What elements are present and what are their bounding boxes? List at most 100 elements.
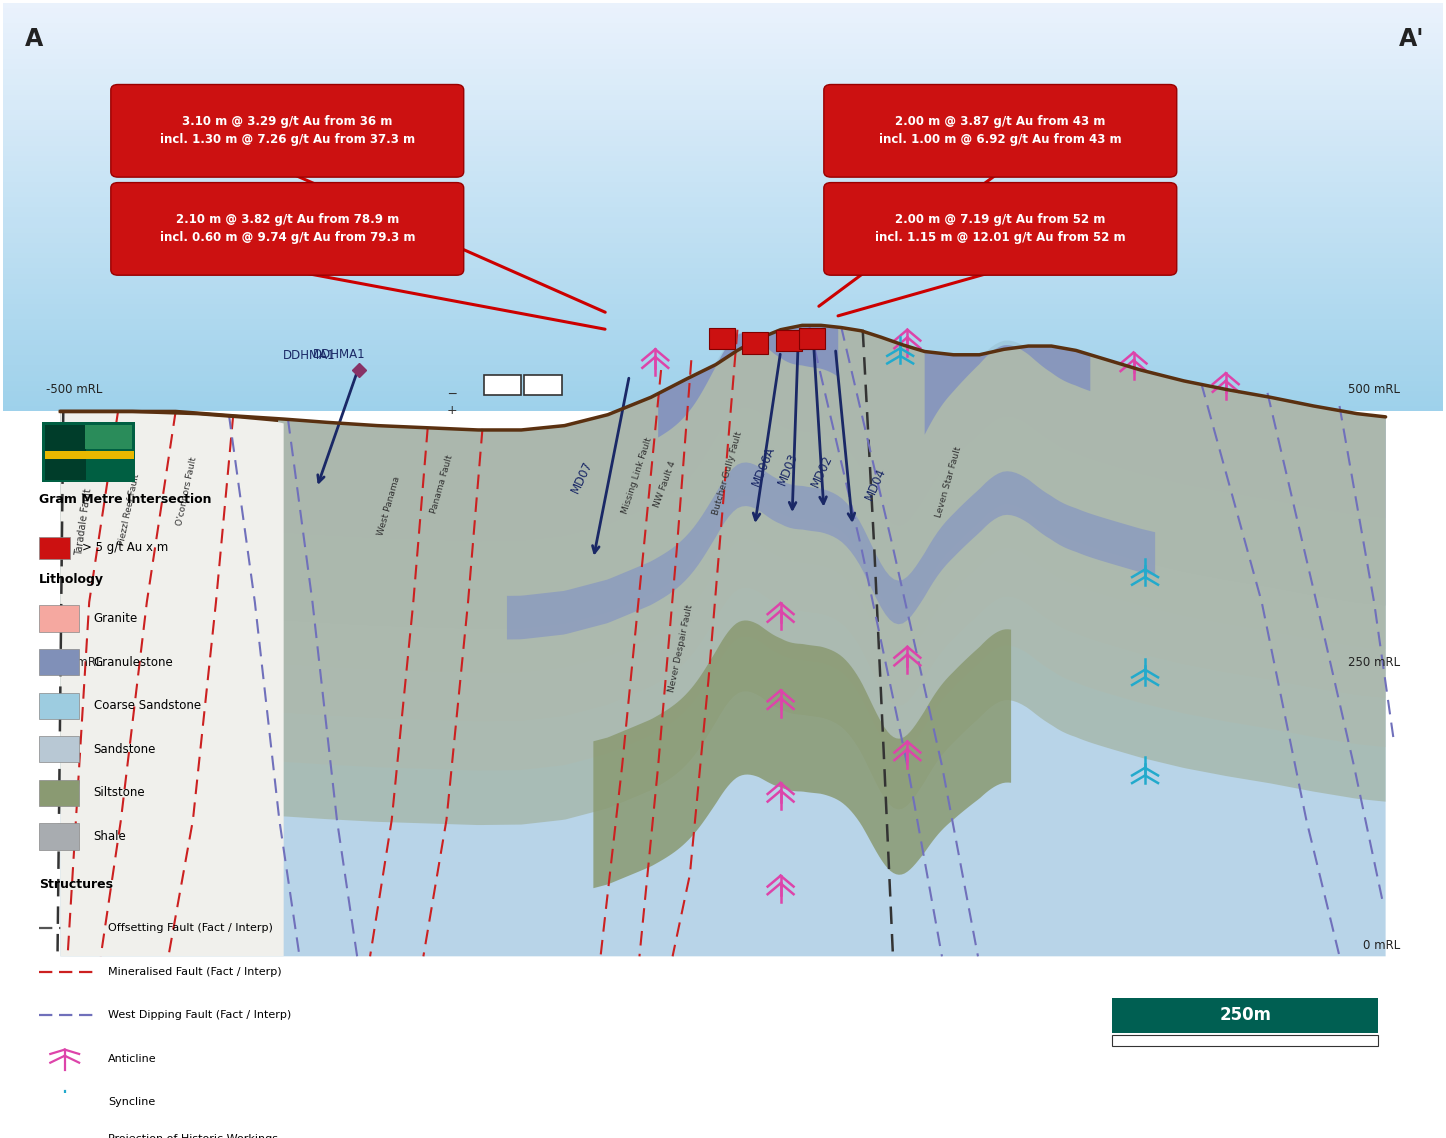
Bar (3, 182, 1443, 187)
Bar (3, 386, 1443, 391)
Bar (39, 1129, 88, 1138)
Bar (3, 314, 1443, 320)
Bar (39, 736, 80, 762)
Text: +: + (447, 404, 457, 417)
Text: 250 mRL: 250 mRL (1348, 655, 1400, 669)
Bar (3, 176, 1443, 182)
Bar (3, 74, 1443, 80)
Bar (3, 222, 1443, 228)
Bar (3, 18, 1443, 23)
Bar (3, 269, 1443, 273)
Bar (3, 355, 1443, 361)
Text: Piezzl Reef Fault: Piezzl Reef Fault (117, 472, 142, 546)
Bar (3, 100, 1443, 105)
Bar (3, 64, 1443, 69)
Text: Gram Metre Intersection: Gram Metre Intersection (39, 493, 211, 506)
Bar (3, 59, 1443, 64)
Bar (3, 146, 1443, 151)
Text: MD04: MD04 (863, 467, 888, 503)
Text: Siltstone: Siltstone (94, 786, 145, 799)
Text: 500 mRL: 500 mRL (1348, 384, 1400, 396)
Bar (3, 299, 1443, 304)
Polygon shape (61, 325, 1385, 465)
Text: Lithology: Lithology (39, 572, 104, 586)
FancyBboxPatch shape (111, 182, 464, 275)
Text: Granulestone: Granulestone (94, 655, 174, 669)
Text: West Dipping Fault (Fact / Interp): West Dipping Fault (Fact / Interp) (108, 1011, 291, 1020)
Bar (3, 258, 1443, 263)
Bar (3, 156, 1443, 162)
Bar (3, 263, 1443, 269)
Text: MD06A: MD06A (749, 444, 778, 488)
Bar (39, 537, 71, 559)
Bar (3, 69, 1443, 74)
Polygon shape (61, 412, 283, 956)
Bar (45, 451, 134, 460)
Bar (3, 166, 1443, 172)
Text: MD03: MD03 (775, 451, 800, 487)
Text: 3.10 m @ 3.29 g/t Au from 36 m
incl. 1.30 m @ 7.26 g/t Au from 37.3 m: 3.10 m @ 3.29 g/t Au from 36 m incl. 1.3… (159, 115, 415, 147)
Bar (1112, 1034, 1378, 1046)
Bar (3, 406, 1443, 412)
Bar (39, 649, 80, 675)
Bar (3, 49, 1443, 53)
Bar (3, 371, 1443, 376)
Bar (3, 361, 1443, 365)
Polygon shape (61, 325, 1385, 770)
Polygon shape (658, 325, 839, 437)
Bar (3, 84, 1443, 90)
FancyBboxPatch shape (824, 84, 1177, 178)
Text: Never Despair Fault: Never Despair Fault (668, 603, 696, 693)
Text: MD07: MD07 (568, 459, 594, 495)
Polygon shape (61, 325, 1385, 629)
Text: Offsetting Fault (Fact / Interp): Offsetting Fault (Fact / Interp) (108, 923, 273, 933)
Text: Coarse Sandstone: Coarse Sandstone (94, 699, 201, 712)
Bar (3, 232, 1443, 238)
Polygon shape (924, 345, 1090, 435)
Bar (3, 304, 1443, 310)
FancyBboxPatch shape (111, 84, 464, 178)
Bar (3, 330, 1443, 335)
Bar (85, 424, 132, 450)
Bar (3, 110, 1443, 115)
Bar (3, 13, 1443, 18)
Bar (3, 105, 1443, 110)
Bar (39, 780, 80, 806)
Text: 2.10 m @ 3.82 g/t Au from 78.9 m
incl. 0.60 m @ 9.74 g/t Au from 79.3 m: 2.10 m @ 3.82 g/t Au from 78.9 m incl. 0… (159, 214, 415, 245)
Text: Projection of Historic Workings: Projection of Historic Workings (108, 1135, 278, 1138)
Bar (45, 424, 85, 480)
Bar (3, 203, 1443, 207)
Bar (3, 131, 1443, 135)
Bar (3, 23, 1443, 28)
Polygon shape (61, 325, 1385, 503)
Bar (3, 283, 1443, 289)
Text: Shale: Shale (94, 830, 126, 843)
Text: Missing Link Fault: Missing Link Fault (620, 436, 654, 516)
Bar (3, 115, 1443, 121)
Bar (3, 151, 1443, 156)
Bar (3, 39, 1443, 43)
Bar (3, 43, 1443, 49)
Text: O'connors Fault: O'connors Fault (175, 456, 200, 526)
Bar (3, 8, 1443, 13)
Bar (3, 212, 1443, 217)
Bar (3, 125, 1443, 131)
Bar (3, 289, 1443, 294)
Polygon shape (61, 325, 1385, 542)
Bar (3, 53, 1443, 59)
Text: A: A (26, 26, 43, 51)
Text: NW Fault 4: NW Fault 4 (652, 460, 678, 509)
Text: ─: ─ (448, 388, 455, 401)
Bar (3, 141, 1443, 146)
Bar (3, 135, 1443, 141)
Bar (3, 228, 1443, 232)
Text: 2.00 m @ 7.19 g/t Au from 52 m
incl. 1.15 m @ 12.01 g/t Au from 52 m: 2.00 m @ 7.19 g/t Au from 52 m incl. 1.1… (875, 214, 1125, 245)
Bar (3, 279, 1443, 283)
Polygon shape (593, 620, 1011, 888)
Bar (3, 172, 1443, 176)
Bar (3, 376, 1443, 381)
Bar (3, 162, 1443, 166)
Bar (3, 345, 1443, 351)
Text: MD02: MD02 (810, 453, 836, 489)
Text: -250 mRL: -250 mRL (46, 655, 103, 669)
